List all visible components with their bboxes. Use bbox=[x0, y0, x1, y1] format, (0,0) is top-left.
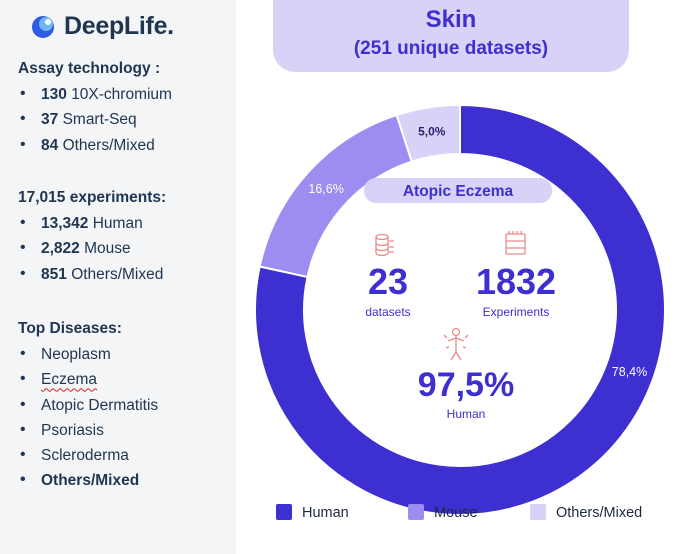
info-panel: DeepLife. Assay technology : 130 10X-chr… bbox=[0, 0, 236, 554]
list-item: 130 10X-chromium bbox=[18, 81, 172, 107]
list-item: Eczema bbox=[18, 366, 158, 392]
chart-title-box: Skin (251 unique datasets) bbox=[273, 0, 629, 72]
human-percent-label: Human bbox=[447, 407, 486, 421]
diseases-heading: Top Diseases: bbox=[18, 320, 122, 337]
list-item: Others/Mixed bbox=[18, 467, 158, 493]
legend-label-other: Others/Mixed bbox=[556, 505, 642, 521]
list-item: 2,822 Mouse bbox=[18, 235, 166, 261]
diseases-section: Top Diseases: Neoplasm Eczema Atopic Der… bbox=[18, 320, 158, 494]
experiments-heading: 17,015 experiments: bbox=[18, 189, 167, 206]
list-item: Atopic Dermatitis bbox=[18, 392, 158, 418]
slice-label-human: 78,4% bbox=[612, 365, 647, 379]
datasets-value: 23 bbox=[368, 261, 408, 302]
list-item: Neoplasm bbox=[18, 341, 158, 367]
experiments-section: 17,015 experiments: 13,342 Human 2,822 M… bbox=[18, 189, 166, 287]
list-item: Scleroderma bbox=[18, 442, 158, 468]
list-item: 37 Smart-Seq bbox=[18, 106, 172, 132]
brand-name: DeepLife. bbox=[64, 12, 174, 40]
slice-human bbox=[254, 103, 666, 516]
chart-legend: Human Mouse Others/Mixed bbox=[276, 504, 642, 521]
human-percent-value: 97,5% bbox=[418, 366, 514, 404]
slice-label-other: 5,0% bbox=[418, 125, 446, 139]
list-item: Psoriasis bbox=[18, 417, 158, 443]
chart-subtitle: (251 unique datasets) bbox=[353, 38, 549, 59]
list-item: 851 Others/Mixed bbox=[18, 261, 166, 287]
assay-section: Assay technology : 130 10X-chromium 37 S… bbox=[18, 60, 172, 158]
legend-label-human: Human bbox=[302, 505, 349, 521]
human-figure-icon bbox=[443, 327, 469, 361]
datasets-label: datasets bbox=[365, 305, 410, 319]
test-tube-rack-icon bbox=[505, 231, 526, 255]
experiments-value: 1832 bbox=[476, 261, 556, 302]
legend-swatch-other bbox=[530, 504, 546, 520]
list-item: 84 Others/Mixed bbox=[18, 132, 172, 158]
legend-swatch-human bbox=[276, 504, 292, 520]
disease-label-box bbox=[364, 178, 552, 203]
legend-label-mouse: Mouse bbox=[434, 505, 478, 521]
slice-other bbox=[395, 103, 461, 163]
slice-label-mouse: 16,6% bbox=[308, 182, 343, 196]
list-item: 13,342 Human bbox=[18, 210, 166, 236]
disease-label: Atopic Eczema bbox=[403, 183, 514, 200]
database-icon bbox=[375, 233, 394, 257]
logo-icon bbox=[32, 15, 54, 38]
legend-swatch-mouse bbox=[408, 504, 424, 520]
deeplife-logo: DeepLife. bbox=[30, 12, 174, 41]
experiments-label: Experiments bbox=[483, 305, 550, 319]
assay-heading: Assay technology : bbox=[18, 60, 161, 77]
chart-title: Skin bbox=[425, 6, 477, 33]
